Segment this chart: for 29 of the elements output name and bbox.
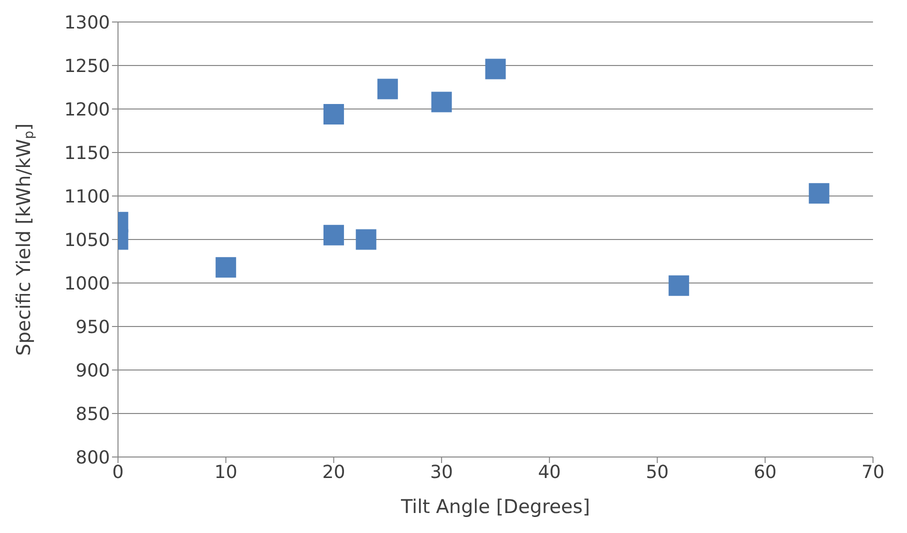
y-tick-label: 900 [76, 360, 110, 382]
y-tick-label: 1100 [64, 186, 110, 208]
y-tick-label: 1200 [64, 99, 110, 120]
y-tick-label: 1050 [64, 230, 110, 251]
y-tick-label: 950 [76, 316, 110, 338]
point [377, 78, 398, 100]
x-tick-label: 10 [214, 462, 238, 483]
y-tick-label: 1150 [64, 142, 110, 164]
point [431, 92, 452, 112]
x-tick-label: 50 [646, 462, 669, 483]
y-tick-label: 1300 [64, 12, 110, 34]
point [323, 224, 344, 246]
y-tick-label: 1000 [64, 273, 110, 294]
point [216, 257, 236, 278]
x-axis-title: Tilt Angle [Degrees] [400, 496, 590, 518]
point [323, 104, 344, 124]
point [808, 183, 830, 204]
y-tick-label: 1250 [64, 56, 110, 77]
y-tick-label: 850 [76, 404, 110, 425]
y-tick-label: 800 [76, 447, 110, 468]
x-tick-label: 30 [430, 462, 454, 483]
x-tick-label: 60 [754, 462, 777, 483]
point [356, 229, 376, 250]
point [485, 58, 506, 80]
x-tick-label: 0 [112, 462, 124, 483]
point [668, 275, 690, 296]
x-tick-label: 20 [322, 462, 346, 483]
x-tick-label: 40 [538, 462, 561, 483]
x-tick-label: 70 [862, 462, 884, 483]
